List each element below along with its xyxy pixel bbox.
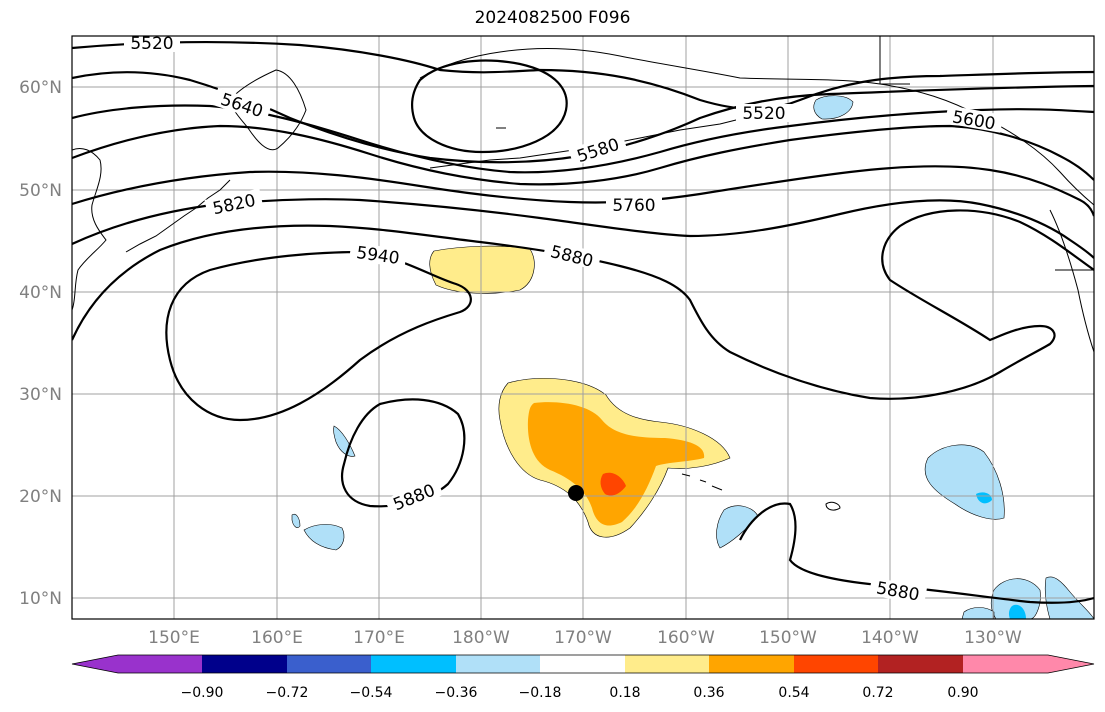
positive-anomaly-central-strong: [600, 472, 626, 496]
canada-border: [879, 36, 910, 85]
lat-label: 30°N: [19, 385, 62, 405]
shaded-fields: [291, 95, 1094, 619]
map-title: 2024082500 F096: [474, 8, 631, 28]
negative-anomaly-west-small: [333, 425, 356, 457]
negative-anomaly-alaska: [813, 95, 854, 120]
colorbar-tick-label: −0.72: [266, 685, 309, 701]
colorbar-extend-min: [72, 655, 118, 673]
lon-label: 150°E: [148, 628, 200, 648]
asia-coast: [72, 147, 107, 311]
colorbar-swatch: [371, 655, 456, 673]
colorbar-tick-label: 0.36: [693, 685, 724, 701]
map-frame: [71, 35, 1095, 620]
lon-label: 170°W: [554, 628, 612, 648]
colorbar-tick-label: −0.18: [519, 685, 562, 701]
colorbar-extend-max: [1048, 655, 1094, 673]
positive-anomaly-north: [429, 245, 535, 294]
colorbar-tick-label: 0.90: [947, 685, 978, 701]
colorbar-swatch: [709, 655, 794, 673]
negative-anomaly-southeast-a: [990, 578, 1041, 619]
lon-label: 180°W: [452, 628, 510, 648]
colorbar-tick-label: −0.54: [350, 685, 393, 701]
lon-label: 170°E: [353, 628, 405, 648]
storm-position-marker: [568, 485, 584, 501]
contour-5520-closed: [410, 59, 568, 154]
contour-5700: [72, 124, 1094, 186]
alaska-coast: [419, 48, 1094, 206]
lat-label: 10°N: [19, 589, 62, 609]
colorbar-swatch: [202, 655, 287, 673]
lon-label: 160°E: [251, 628, 303, 648]
lon-label: 150°W: [759, 628, 817, 648]
colorbar-swatch: [625, 655, 709, 673]
contour-5520: [72, 41, 1094, 111]
contour-label: 5760: [612, 196, 655, 216]
colorbar: −0.90 −0.72 −0.54 −0.36 −0.18 0.18 0.36 …: [71, 654, 1095, 701]
lon-label: 130°W: [964, 628, 1022, 648]
negative-anomaly-east-core: [976, 492, 992, 504]
colorbar-tick-label: −0.36: [435, 685, 478, 701]
colorbar-swatch: [878, 655, 963, 673]
contour-5880-south: [739, 502, 1094, 604]
colorbar-segments: [72, 655, 1094, 673]
contour-5940: [165, 250, 472, 422]
lon-label: 160°W: [657, 628, 715, 648]
colorbar-swatch: [794, 655, 878, 673]
longitude-labels: 150°E 160°E 170°E 180°W 170°W 160°W 150°…: [148, 628, 1022, 648]
graticule: [72, 36, 1094, 619]
negative-anomaly-southeast-c: [961, 607, 995, 619]
negative-anomaly-southeast-core: [1008, 604, 1026, 619]
latitude-labels: 60°N 50°N 40°N 30°N 20°N 10°N: [19, 78, 62, 609]
kuril-chain: [125, 179, 231, 253]
contour-label: 5520: [742, 104, 785, 124]
colorbar-swatch: [540, 655, 625, 673]
north-america-coast: [1049, 209, 1094, 353]
negative-anomaly-southwest-a: [291, 513, 301, 528]
colorbar-swatch: [963, 655, 1048, 673]
colorbar-swatch: [287, 655, 371, 673]
lat-label: 60°N: [19, 78, 62, 98]
lon-label: 140°W: [861, 628, 919, 648]
colorbar-swatch: [456, 655, 540, 673]
positive-anomaly-central-mid: [527, 402, 705, 526]
colorbar-tick-labels: −0.90 −0.72 −0.54 −0.36 −0.18 0.18 0.36 …: [181, 685, 979, 701]
colorbar-tick-label: 0.72: [862, 685, 893, 701]
lat-label: 40°N: [19, 283, 62, 303]
negative-anomaly-hawaii: [716, 505, 759, 549]
lat-label: 20°N: [19, 487, 62, 507]
colorbar-tick-label: −0.90: [181, 685, 224, 701]
colorbar-outline: [71, 654, 1095, 674]
kamchatka-coast: [229, 69, 307, 151]
colorbar-swatch: [118, 655, 202, 673]
negative-anomaly-southwest-b: [303, 524, 345, 551]
colorbar-tick-label: 0.54: [778, 685, 809, 701]
contour-5880-main: [72, 209, 1094, 400]
hawaii-islands: [681, 473, 723, 491]
colorbar-tick-label: 0.18: [609, 685, 640, 701]
lat-label: 50°N: [19, 181, 62, 201]
islet-b: [825, 501, 841, 511]
contour-label: 5520: [130, 34, 173, 54]
